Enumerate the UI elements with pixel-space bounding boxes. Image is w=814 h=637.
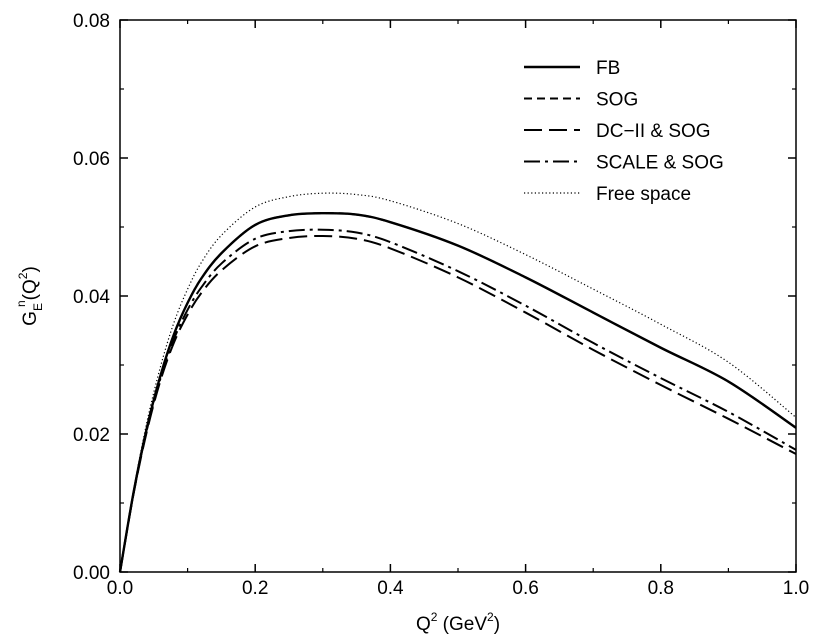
- x-tick-label: 1.0: [783, 578, 809, 599]
- series-line-dotted: [119, 192, 797, 573]
- x-tick-label: 0.4: [377, 578, 404, 599]
- y-tick-label: 0.06: [73, 149, 110, 170]
- series-line-long-dash: [119, 234, 797, 573]
- x-tick-label: 0.6: [512, 578, 538, 599]
- x-tick-label: 0.2: [242, 578, 268, 599]
- x-tick-label: 0.0: [107, 578, 133, 599]
- series-line-short-dash: [119, 212, 797, 573]
- y-tick-label: 0.08: [73, 11, 110, 32]
- series-line-solid: [118, 211, 797, 573]
- axis-ticks: 0.0 0.2 0.4 0.6 0.8 1.0 0.00 0.02 0.04 0.06 0.08: [73, 11, 809, 599]
- x-tick-label: 0.8: [648, 578, 674, 599]
- y-tick-label: 0.04: [73, 287, 110, 308]
- series-line-dash-dot: [119, 228, 797, 573]
- legend-label: SOG: [596, 90, 638, 111]
- x-axis-label: Q2 (GeV2): [416, 610, 500, 635]
- plot-frame: [119, 19, 797, 573]
- legend-label: Free space: [596, 184, 691, 205]
- legend-label: FB: [596, 58, 620, 79]
- legend-label: DC−II & SOG: [596, 121, 711, 142]
- y-tick-label: 0.02: [73, 425, 110, 446]
- y-tick-label: 0.00: [73, 563, 110, 584]
- legend-label: SCALE & SOG: [596, 153, 724, 174]
- legend: FB SOG DC−II & SOG SCALE & SOG Free space: [524, 58, 724, 205]
- curves: [118, 192, 797, 573]
- y-axis-label: GEn(Q2): [14, 266, 45, 326]
